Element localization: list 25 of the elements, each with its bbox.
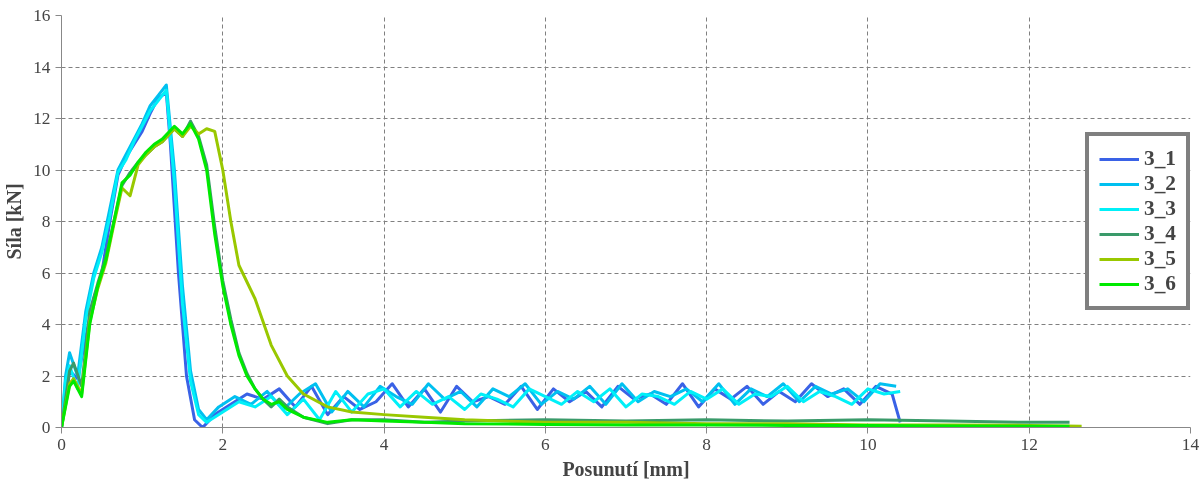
y-tick-label: 10 xyxy=(33,160,51,180)
x-axis-title: Posunutí [mm] xyxy=(562,457,690,480)
legend-label: 3_2 xyxy=(1144,171,1176,196)
y-tick-label: 2 xyxy=(41,366,51,386)
legend-label: 3_4 xyxy=(1144,221,1176,246)
legend-label: 3_6 xyxy=(1144,271,1176,296)
y-tick-label: 6 xyxy=(41,263,51,283)
x-tick-label: 10 xyxy=(859,434,877,454)
x-tick-label: 4 xyxy=(379,434,389,454)
legend-label: 3_5 xyxy=(1144,246,1176,271)
y-tick-label: 12 xyxy=(33,109,51,128)
x-tick-label: 2 xyxy=(218,434,228,454)
x-tick-label: 14 xyxy=(1181,434,1200,454)
y-tick-label: 4 xyxy=(41,315,51,334)
y-tick-label: 0 xyxy=(41,418,51,437)
x-tick-label: 0 xyxy=(57,434,66,454)
y-tick-label: 14 xyxy=(33,57,51,77)
y-tick-label: 16 xyxy=(33,6,51,25)
legend-label: 3_1 xyxy=(1144,146,1176,171)
x-tick-label: 6 xyxy=(541,434,551,454)
x-tick-label: 12 xyxy=(1020,434,1038,454)
x-tick-label: 8 xyxy=(702,434,711,454)
y-axis-title: Síla [kN] xyxy=(3,183,26,260)
legend-label: 3_3 xyxy=(1144,196,1176,221)
y-tick-label: 8 xyxy=(41,212,51,231)
